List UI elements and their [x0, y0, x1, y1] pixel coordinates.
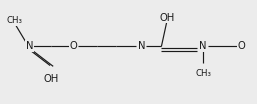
- Text: N: N: [26, 41, 33, 51]
- Text: OH: OH: [44, 74, 59, 84]
- Text: N: N: [199, 41, 207, 51]
- Text: O: O: [69, 41, 77, 51]
- Text: N: N: [137, 41, 145, 51]
- Text: CH₃: CH₃: [195, 69, 211, 78]
- Text: O: O: [238, 41, 245, 51]
- Text: OH: OH: [159, 13, 175, 23]
- Text: CH₃: CH₃: [6, 16, 22, 25]
